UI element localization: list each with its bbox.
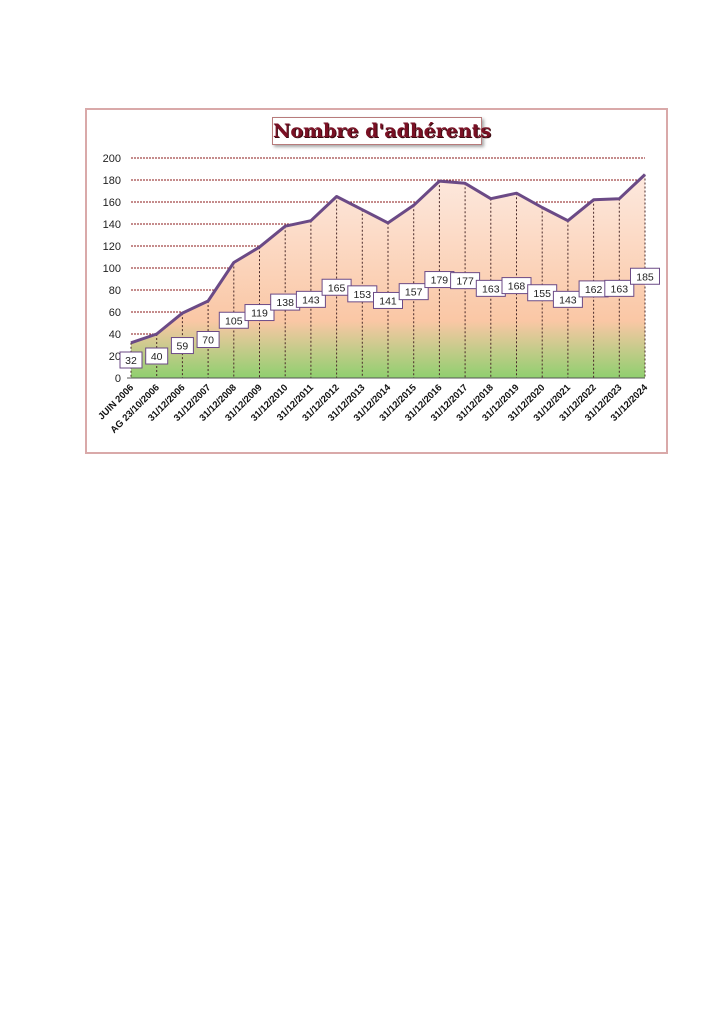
data-label: 141 <box>379 295 397 307</box>
data-label-box <box>295 290 326 308</box>
data-label-box <box>119 351 143 369</box>
data-label-box <box>630 267 660 285</box>
data-label: 153 <box>354 289 372 301</box>
data-label: 177 <box>456 276 474 288</box>
data-label-box <box>604 279 635 297</box>
data-label-box <box>552 290 583 308</box>
series-line <box>130 173 647 345</box>
y-tick-label: 0 <box>115 373 121 385</box>
y-tick-label: 200 <box>103 153 121 165</box>
data-label: 59 <box>177 341 189 353</box>
y-tick-label: 60 <box>109 307 121 319</box>
data-label: 165 <box>328 282 346 294</box>
y-tick-label: 20 <box>109 351 121 363</box>
y-tick-label: 40 <box>109 329 121 341</box>
data-label: 157 <box>405 287 423 299</box>
data-label: 105 <box>225 315 243 327</box>
data-label-box <box>373 291 403 309</box>
y-tick-label: 80 <box>109 285 121 297</box>
data-label: 143 <box>559 294 577 306</box>
data-label: 119 <box>251 308 268 320</box>
data-label-box <box>398 283 429 301</box>
data-label: 70 <box>202 335 214 347</box>
data-label: 163 <box>611 283 629 295</box>
y-tick-label: 160 <box>103 197 121 209</box>
data-label: 185 <box>636 271 654 283</box>
data-label-box <box>244 304 275 322</box>
data-label: 138 <box>276 297 294 309</box>
data-label: 168 <box>508 281 526 293</box>
y-tick-label: 100 <box>103 263 121 275</box>
y-axis-ticks: 0 20 40 60 80 100 120 140 160 180 200 <box>103 153 121 385</box>
data-label: 143 <box>302 294 320 306</box>
data-label: 155 <box>533 288 551 300</box>
data-label: 163 <box>482 283 500 295</box>
data-labels: 32 40 59 70 105 119 138 143 165 153 141 157 179 177 16… <box>119 267 660 369</box>
data-label: 162 <box>585 284 603 296</box>
data-label: 179 <box>431 275 449 287</box>
data-label-box <box>145 347 169 365</box>
data-label-box <box>196 331 220 348</box>
series-line-path <box>130 173 647 345</box>
data-label: 32 <box>125 355 137 367</box>
y-tick-label: 140 <box>103 219 121 231</box>
y-tick-label: 120 <box>103 241 121 253</box>
data-label-box <box>170 337 194 355</box>
chart-title: Nombre d'adhérents <box>272 117 491 145</box>
y-tick-label: 180 <box>103 175 121 187</box>
data-label: 40 <box>151 351 163 363</box>
